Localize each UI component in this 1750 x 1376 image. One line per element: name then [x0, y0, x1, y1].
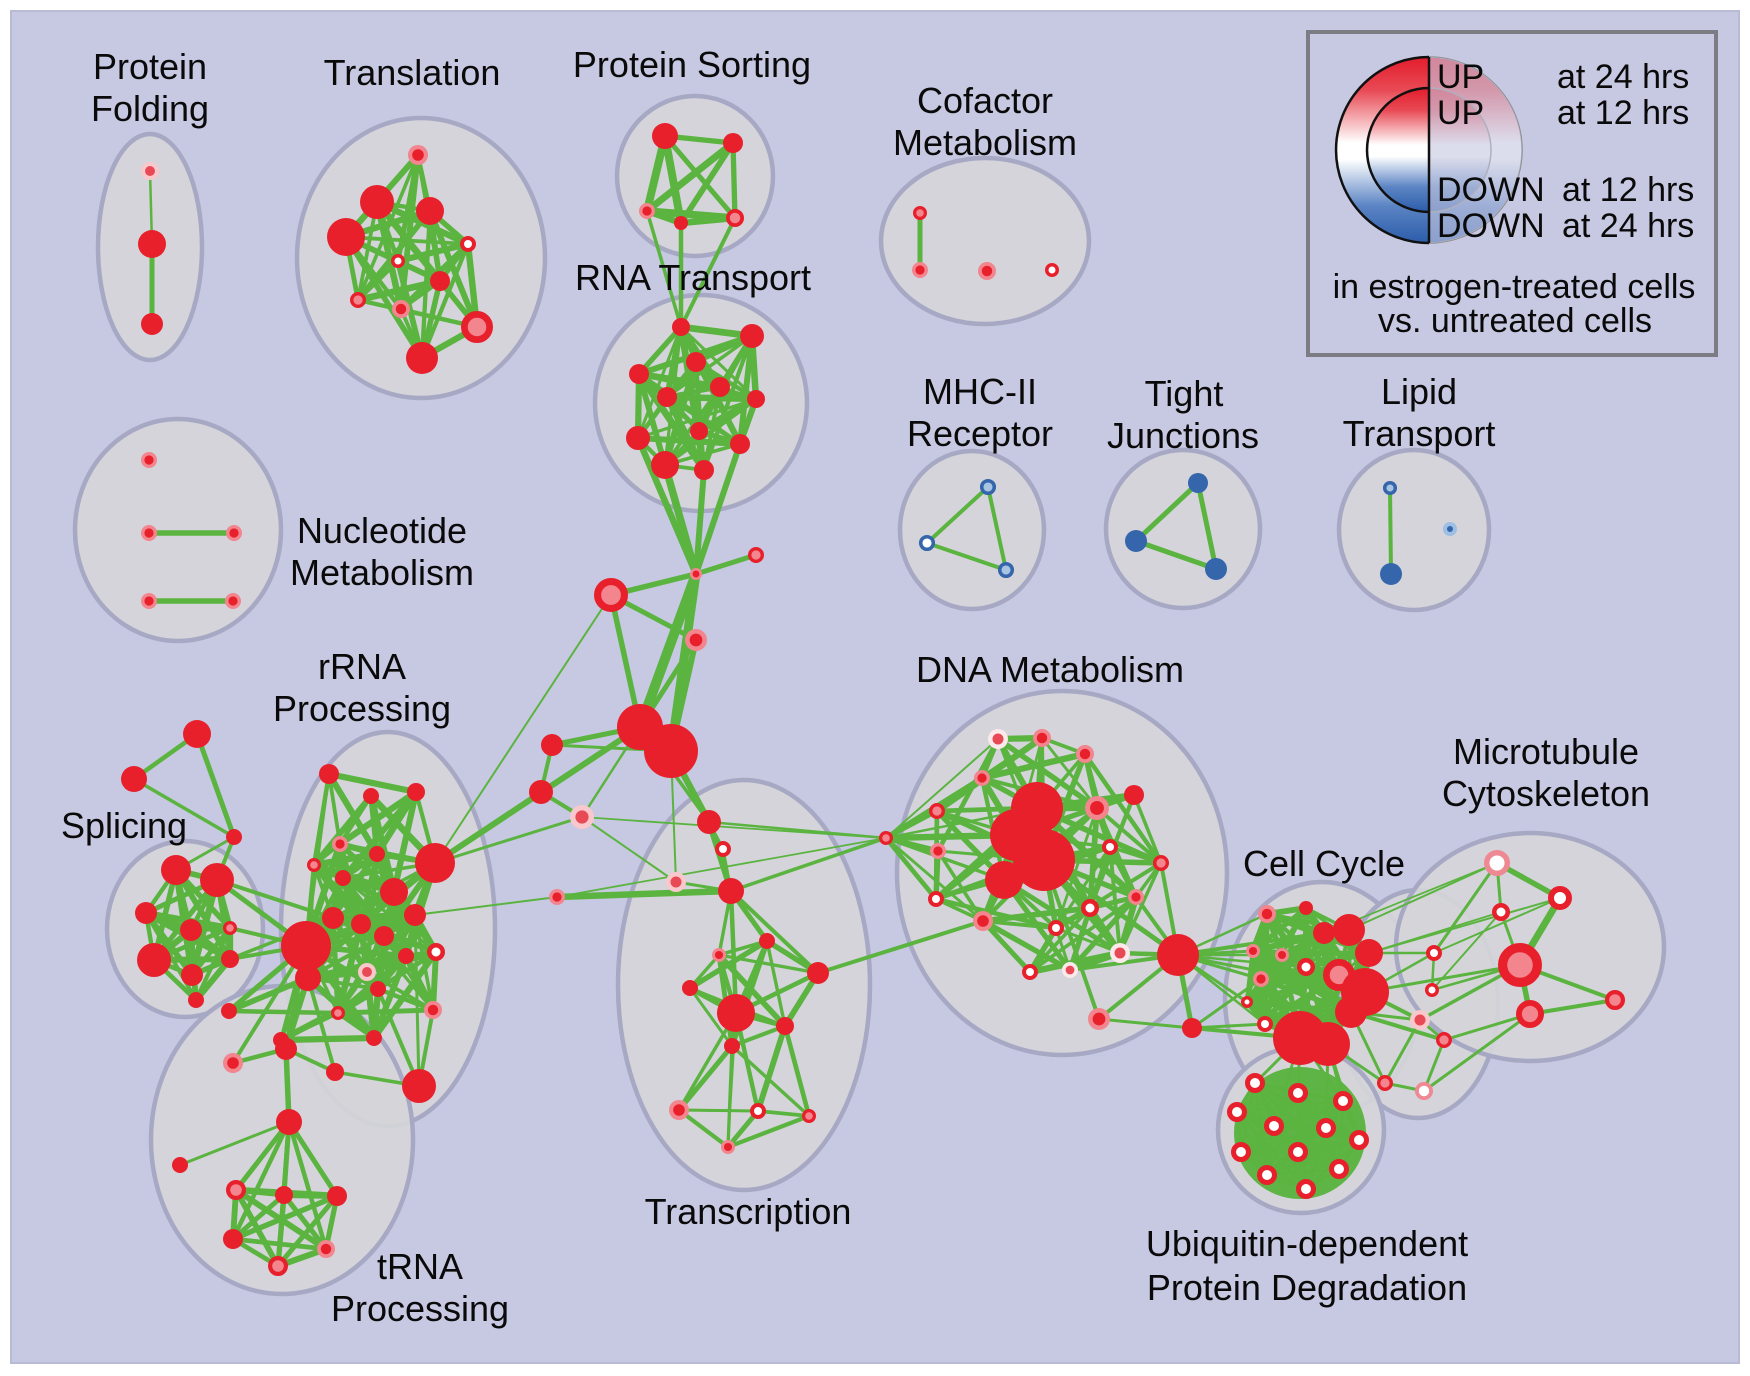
svg-text:Transcription: Transcription	[645, 1191, 852, 1232]
svg-text:Junctions: Junctions	[1107, 415, 1259, 456]
svg-text:in estrogen-treated cells: in estrogen-treated cells	[1333, 268, 1696, 306]
svg-text:vs. untreated cells: vs. untreated cells	[1378, 302, 1652, 340]
svg-text:Tight: Tight	[1145, 373, 1224, 414]
svg-text:DOWN: DOWN	[1437, 207, 1545, 245]
svg-text:Protein Degradation: Protein Degradation	[1147, 1267, 1467, 1308]
svg-text:Cell Cycle: Cell Cycle	[1243, 843, 1405, 884]
svg-text:Protein: Protein	[93, 46, 207, 87]
svg-text:at 24 hrs: at 24 hrs	[1557, 58, 1689, 96]
svg-text:Processing: Processing	[273, 688, 451, 729]
svg-text:Translation: Translation	[324, 52, 501, 93]
svg-text:Cytoskeleton: Cytoskeleton	[1442, 773, 1650, 814]
svg-text:Transport: Transport	[1343, 413, 1496, 454]
svg-text:Cofactor: Cofactor	[917, 80, 1053, 121]
svg-text:RNA Transport: RNA Transport	[575, 257, 811, 298]
svg-text:at 24 hrs: at 24 hrs	[1562, 207, 1694, 245]
svg-text:UP: UP	[1437, 58, 1484, 96]
svg-text:Processing: Processing	[331, 1288, 509, 1329]
svg-text:rRNA: rRNA	[318, 646, 406, 687]
svg-text:Protein Sorting: Protein Sorting	[573, 44, 811, 85]
svg-text:Metabolism: Metabolism	[893, 122, 1077, 163]
svg-text:DOWN: DOWN	[1437, 171, 1545, 209]
svg-text:Metabolism: Metabolism	[290, 552, 474, 593]
svg-text:at 12 hrs: at 12 hrs	[1557, 94, 1689, 132]
svg-text:Receptor: Receptor	[907, 413, 1053, 454]
svg-text:tRNA: tRNA	[377, 1246, 463, 1287]
svg-text:MHC-II: MHC-II	[923, 371, 1037, 412]
svg-text:Folding: Folding	[91, 88, 209, 129]
svg-text:Splicing: Splicing	[61, 805, 187, 846]
svg-text:Ubiquitin-dependent: Ubiquitin-dependent	[1146, 1223, 1468, 1264]
svg-text:at 12 hrs: at 12 hrs	[1562, 171, 1694, 209]
svg-text:DNA Metabolism: DNA Metabolism	[916, 649, 1184, 690]
svg-text:Lipid: Lipid	[1381, 371, 1457, 412]
svg-text:Microtubule: Microtubule	[1453, 731, 1639, 772]
svg-text:UP: UP	[1437, 94, 1484, 132]
svg-text:Nucleotide: Nucleotide	[297, 510, 467, 551]
